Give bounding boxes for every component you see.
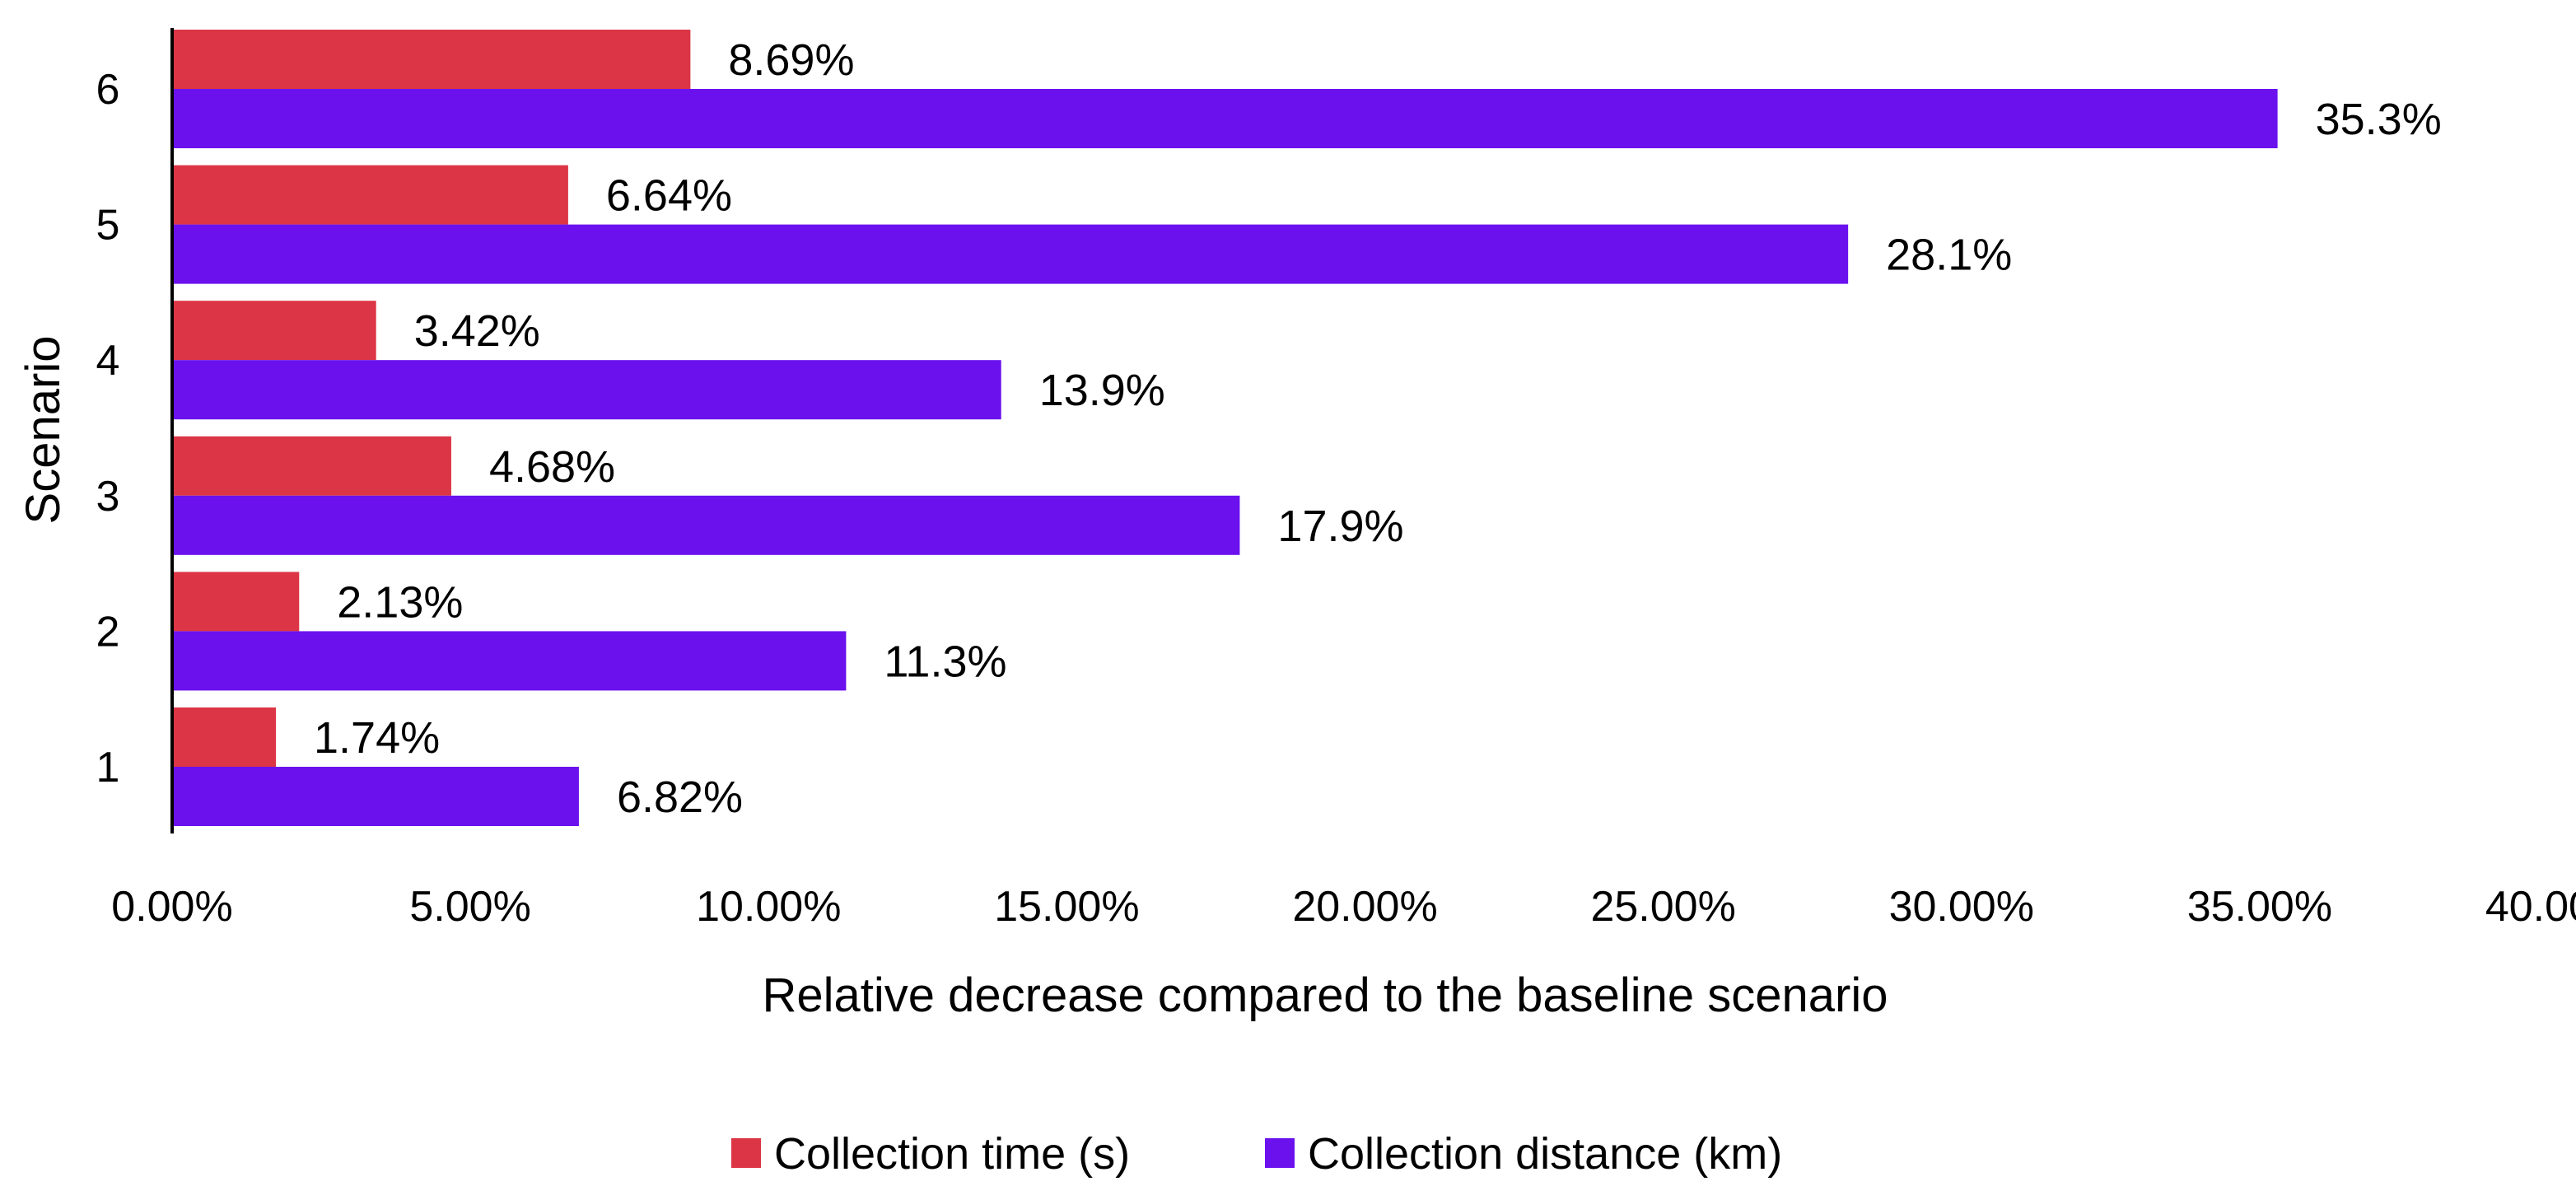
y-tick-label-4: 4 bbox=[96, 337, 120, 385]
y-tick-label-2: 2 bbox=[96, 608, 120, 656]
x-tick-label: 0.00% bbox=[111, 883, 232, 931]
legend-swatch-collection-distance bbox=[1265, 1138, 1295, 1168]
bar-collection-time-scenario-6 bbox=[172, 30, 691, 89]
data-label-collection-time-scenario-6: 8.69% bbox=[728, 35, 854, 85]
bar-collection-time-scenario-2 bbox=[172, 572, 300, 632]
y-tick-label-5: 5 bbox=[96, 202, 120, 250]
x-tick-label: 5.00% bbox=[409, 883, 530, 931]
data-label-collection-distance-scenario-4: 13.9% bbox=[1039, 366, 1165, 415]
y-tick-label-3: 3 bbox=[96, 473, 120, 521]
data-label-collection-time-scenario-4: 3.42% bbox=[414, 306, 540, 356]
data-label-collection-time-scenario-3: 4.68% bbox=[489, 442, 615, 492]
x-tick-label: 15.00% bbox=[994, 883, 1139, 931]
bar-collection-time-scenario-3 bbox=[172, 436, 451, 496]
x-tick-label: 40.00% bbox=[2485, 883, 2576, 931]
data-labels-layer: 1.74% 6.82% 2.13% 11.3% 4.68% 17.9% 3.42% 13.9%… bbox=[314, 35, 2442, 822]
data-label-collection-distance-scenario-1: 6.82% bbox=[617, 773, 743, 822]
data-label-collection-distance-scenario-6: 35.3% bbox=[2316, 95, 2442, 144]
x-tick-labels: 0.00% 5.00% 10.00% 15.00% 20.00% 25.00% 30.00%… bbox=[111, 883, 2576, 931]
data-label-collection-time-scenario-2: 2.13% bbox=[337, 577, 463, 627]
legend-label-collection-time: Collection time (s) bbox=[774, 1129, 1130, 1179]
x-tick-label: 30.00% bbox=[1889, 883, 2034, 931]
legend-swatch-collection-time bbox=[731, 1138, 761, 1168]
bar-collection-distance-scenario-4 bbox=[172, 360, 1001, 420]
data-label-collection-time-scenario-1: 1.74% bbox=[314, 713, 440, 763]
data-label-collection-time-scenario-5: 6.64% bbox=[606, 171, 732, 221]
y-axis-title: Scenario bbox=[16, 336, 70, 525]
x-tick-label: 25.00% bbox=[1590, 883, 1735, 931]
legend: Collection time (s) Collection distance (… bbox=[731, 1129, 1782, 1179]
data-label-collection-distance-scenario-2: 11.3% bbox=[884, 637, 1006, 686]
x-tick-label: 20.00% bbox=[1292, 883, 1437, 931]
bar-collection-distance-scenario-3 bbox=[172, 495, 1240, 555]
bar-collection-time-scenario-5 bbox=[172, 165, 568, 225]
bar-collection-distance-scenario-2 bbox=[172, 631, 847, 691]
bar-collection-time-scenario-4 bbox=[172, 301, 376, 361]
x-axis-title: Relative decrease compared to the baseli… bbox=[762, 969, 1888, 1022]
y-tick-label-1: 1 bbox=[96, 744, 120, 791]
bar-collection-distance-scenario-5 bbox=[172, 224, 1849, 284]
data-label-collection-distance-scenario-3: 17.9% bbox=[1277, 502, 1403, 551]
bars-layer bbox=[172, 30, 2278, 826]
x-tick-label: 35.00% bbox=[2187, 883, 2332, 931]
y-tick-labels: 1 2 3 4 5 6 bbox=[96, 66, 120, 791]
bar-collection-distance-scenario-1 bbox=[172, 767, 579, 826]
bar-collection-time-scenario-1 bbox=[172, 707, 277, 767]
y-tick-label-6: 6 bbox=[96, 66, 120, 114]
bar-collection-distance-scenario-6 bbox=[172, 89, 2278, 148]
legend-label-collection-distance: Collection distance (km) bbox=[1308, 1129, 1782, 1179]
data-label-collection-distance-scenario-5: 28.1% bbox=[1886, 231, 2012, 280]
x-tick-label: 10.00% bbox=[696, 883, 841, 931]
